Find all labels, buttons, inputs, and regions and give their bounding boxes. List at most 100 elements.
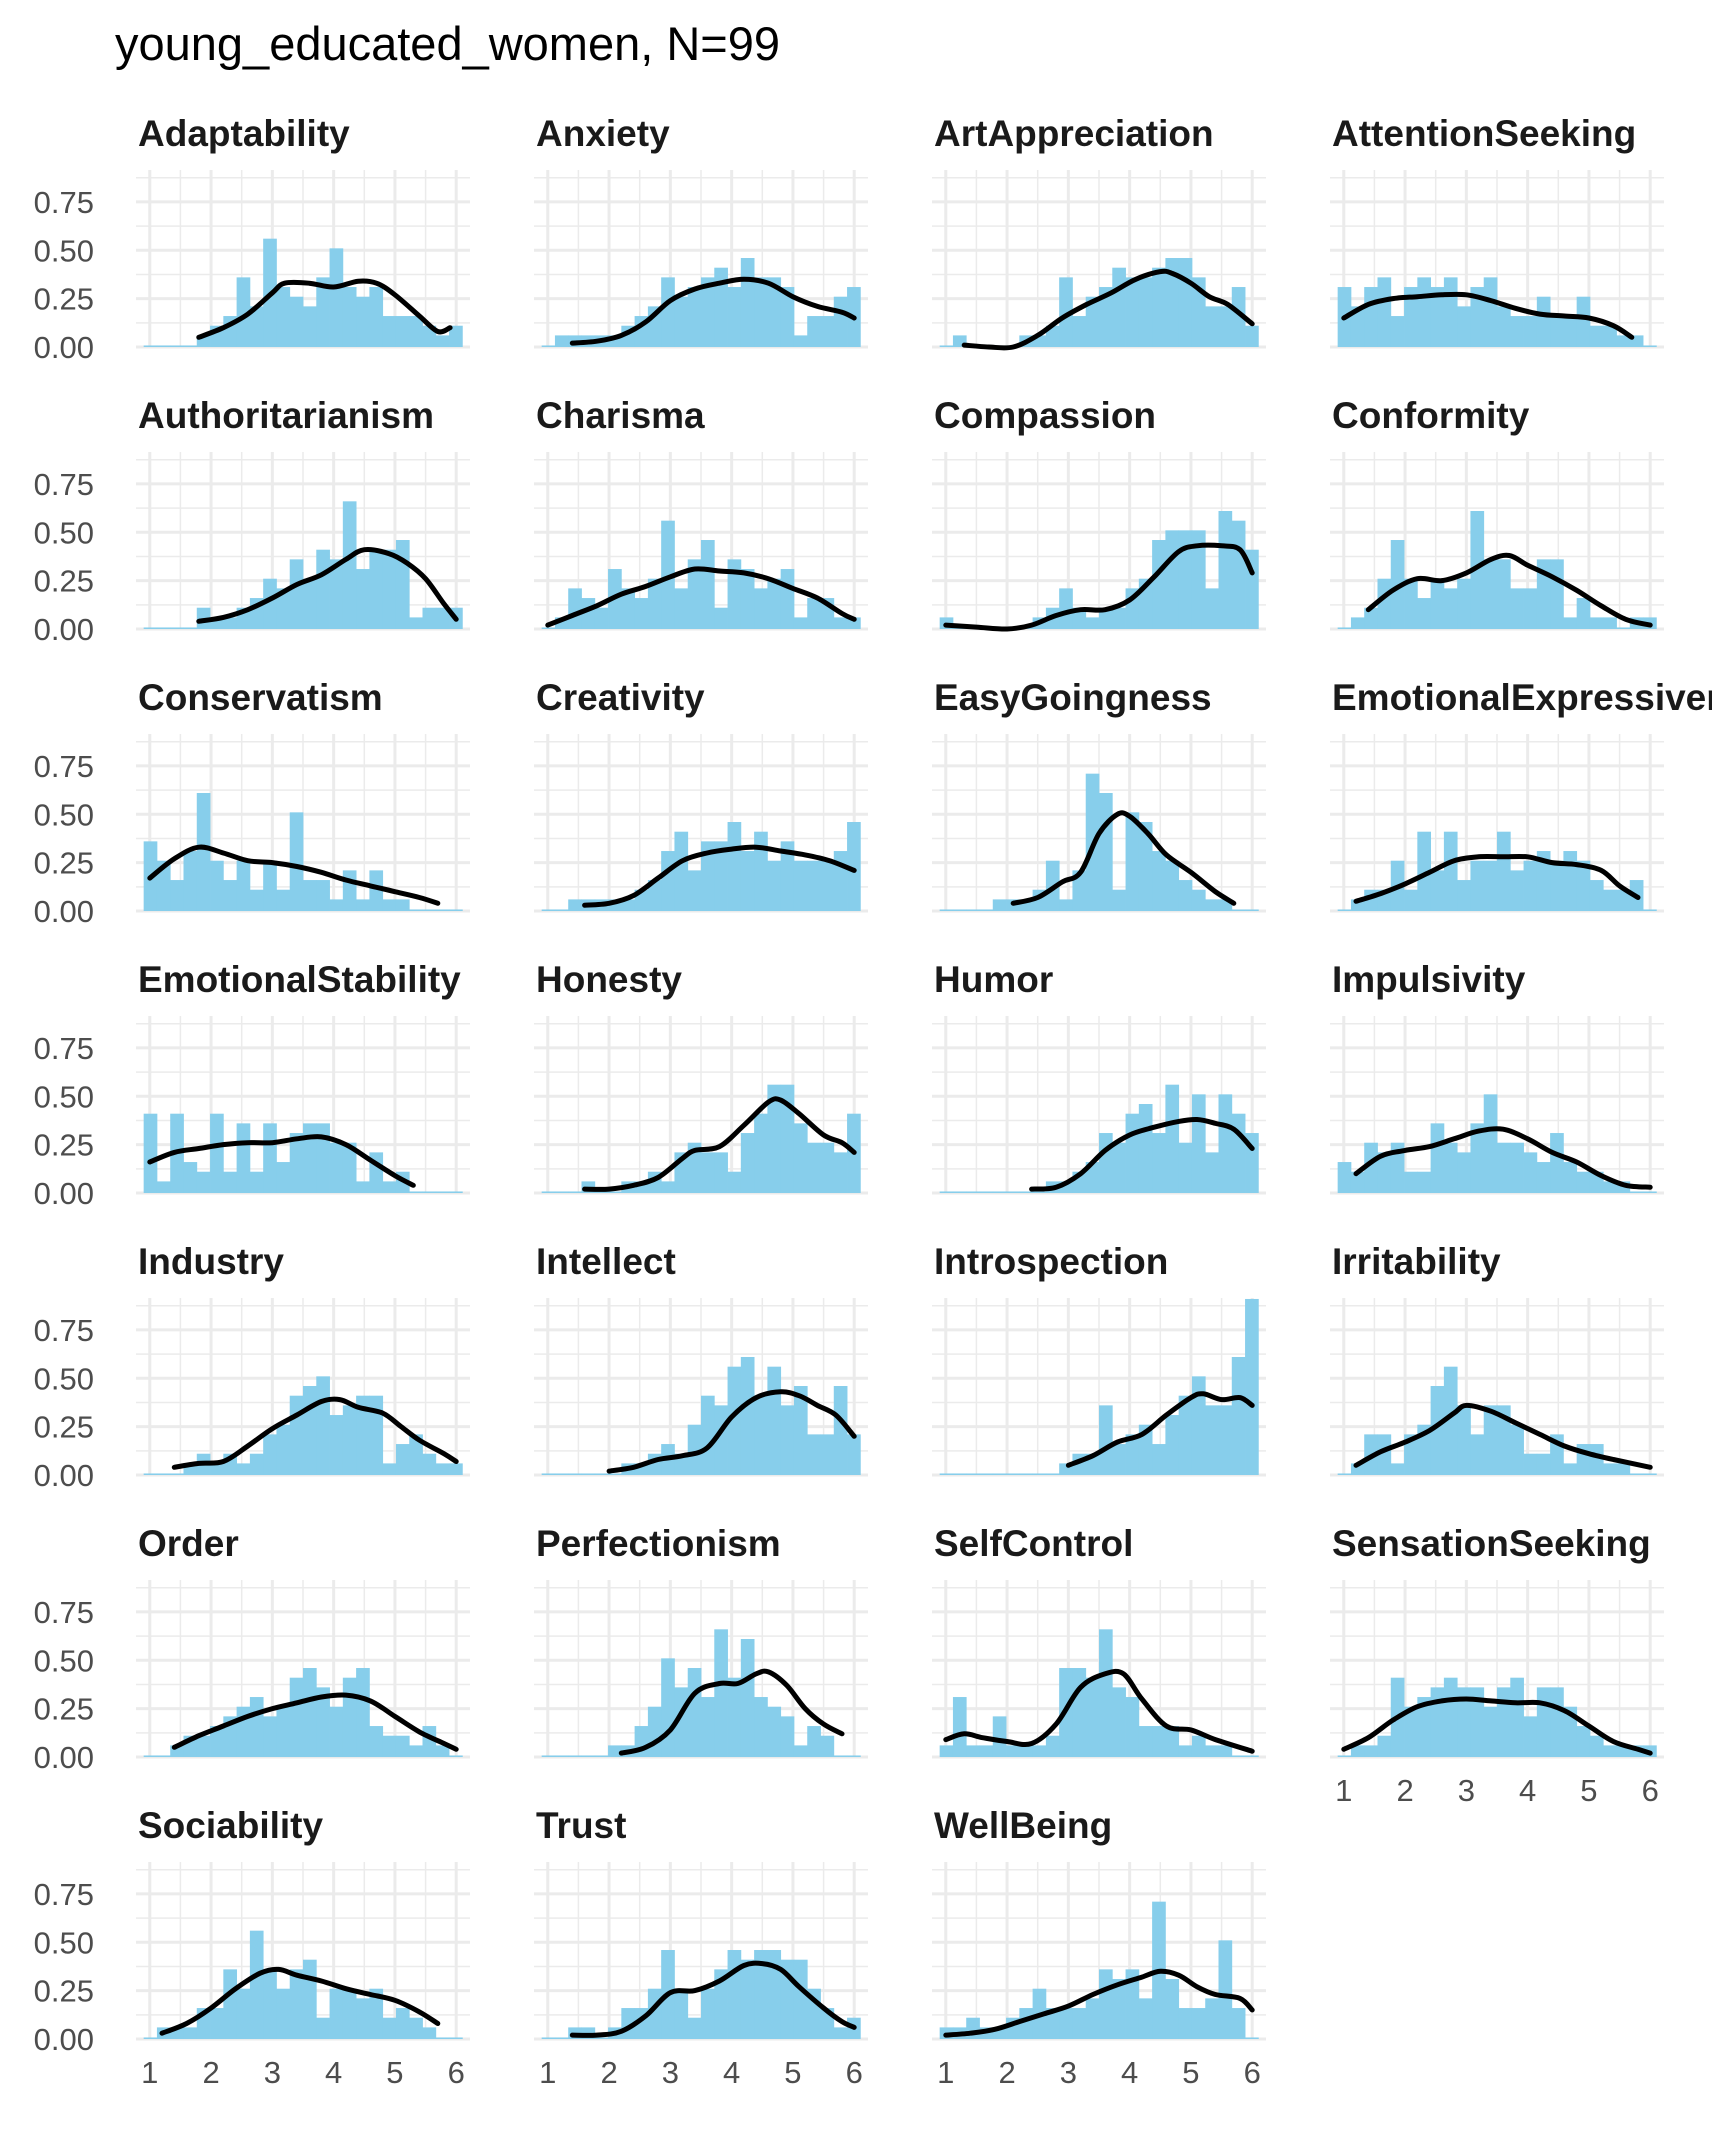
histogram-bar bbox=[1165, 1726, 1180, 1757]
histogram-bar bbox=[1417, 1697, 1432, 1757]
histogram-bar bbox=[263, 1969, 277, 2039]
histogram-bar bbox=[541, 1755, 556, 1757]
histogram-bar bbox=[952, 335, 967, 347]
histogram-bar bbox=[1337, 1162, 1352, 1193]
histogram-bar bbox=[303, 1959, 317, 2039]
panel-honesty: Honesty bbox=[534, 959, 868, 1195]
histogram-bar bbox=[316, 1687, 330, 1757]
histogram-bar bbox=[1404, 287, 1418, 347]
histogram-bar bbox=[966, 1473, 980, 1475]
histogram-bar bbox=[1457, 1405, 1471, 1475]
histogram-bar bbox=[263, 1123, 277, 1193]
histogram-bar bbox=[170, 1473, 184, 1475]
histogram-bar bbox=[992, 899, 1007, 911]
histogram-bar bbox=[1138, 277, 1153, 347]
histogram-bar bbox=[289, 812, 304, 911]
density-curve bbox=[171, 1692, 459, 1752]
histogram-bar bbox=[1125, 1434, 1140, 1475]
histogram-bars bbox=[939, 511, 1259, 629]
histogram-bar bbox=[289, 559, 304, 629]
histogram-bar bbox=[939, 1473, 954, 1475]
histogram-bar bbox=[1205, 1998, 1219, 2039]
histogram-bar bbox=[1019, 899, 1034, 911]
panel-title: EmotionalStability bbox=[138, 959, 461, 1000]
density-curve bbox=[943, 1968, 1255, 2038]
x-tick-label: 5 bbox=[784, 2055, 801, 2090]
histogram-bar bbox=[568, 588, 582, 629]
histogram-bar bbox=[196, 1735, 211, 1757]
histogram-bar bbox=[1178, 258, 1193, 347]
histogram-bar bbox=[183, 627, 198, 629]
histogram-bar bbox=[342, 1988, 357, 2039]
histogram-bar bbox=[236, 860, 251, 911]
histogram-bar bbox=[1523, 1453, 1538, 1475]
histogram-bar bbox=[1245, 1298, 1259, 1475]
histogram-bar bbox=[820, 860, 835, 911]
histogram-bar bbox=[740, 1959, 755, 2039]
histogram-bar bbox=[1191, 1735, 1206, 1757]
histogram-bar bbox=[356, 1181, 370, 1193]
histogram-bar bbox=[1099, 1133, 1113, 1193]
histogram-bar bbox=[621, 588, 636, 629]
histogram-bar bbox=[1059, 588, 1073, 629]
histogram-bar bbox=[594, 607, 609, 629]
histogram-bar bbox=[1629, 1191, 1644, 1193]
y-tick-label: 0.50 bbox=[34, 1079, 94, 1114]
histogram-bar bbox=[342, 1142, 357, 1193]
panel-title: Honesty bbox=[536, 959, 682, 1000]
histogram-bar bbox=[1231, 2008, 1246, 2039]
histogram-bar bbox=[847, 1434, 861, 1475]
histogram-bar bbox=[143, 2037, 158, 2039]
histogram-bar bbox=[1165, 530, 1180, 629]
density-curve bbox=[943, 542, 1255, 632]
panel-authoritarianism: Authoritarianism 0.00 0.25 0.50 0.75 bbox=[34, 395, 470, 647]
histogram-bar bbox=[1099, 607, 1113, 629]
histogram-bar bbox=[316, 1376, 330, 1475]
histogram-bar bbox=[1218, 1940, 1233, 2039]
histogram-bar bbox=[647, 880, 662, 911]
histogram-bar bbox=[395, 1444, 410, 1475]
histogram-bar bbox=[1165, 1415, 1180, 1475]
panel-emotionalstability: EmotionalStability 0.00 0.25 0.50 0.75 bbox=[34, 959, 470, 1211]
histogram-bar bbox=[979, 909, 994, 911]
histogram-bar bbox=[1417, 598, 1432, 629]
histogram-bars bbox=[939, 1629, 1259, 1757]
histogram-bar bbox=[767, 578, 782, 629]
y-tick-label: 0.75 bbox=[34, 467, 94, 502]
y-tick-label: 0.00 bbox=[34, 612, 94, 647]
histogram-bar bbox=[329, 559, 344, 629]
histogram-bar bbox=[1377, 1152, 1392, 1193]
histogram-bar bbox=[1523, 316, 1538, 347]
histogram-bar bbox=[687, 1424, 702, 1475]
histogram-bar bbox=[1032, 335, 1047, 347]
histogram-bar bbox=[621, 899, 636, 911]
histogram-bar bbox=[1205, 1405, 1219, 1475]
histogram-bar bbox=[1404, 1171, 1418, 1193]
y-tick-label: 0.00 bbox=[34, 894, 94, 929]
histogram-bar bbox=[1616, 335, 1631, 347]
histogram-bars bbox=[143, 501, 463, 629]
panel-introspection: Introspection bbox=[932, 1241, 1266, 1477]
histogram-bar bbox=[740, 569, 755, 629]
histogram-bar bbox=[449, 2037, 463, 2039]
histogram-bar bbox=[342, 501, 357, 629]
histogram-bar bbox=[714, 1629, 728, 1757]
histogram-bar bbox=[793, 1959, 808, 2039]
histogram-bar bbox=[661, 277, 675, 347]
y-tick-label: 0.50 bbox=[34, 1925, 94, 1960]
histogram-bar bbox=[303, 578, 317, 629]
panel-title: ArtAppreciation bbox=[934, 113, 1214, 154]
histogram-bar bbox=[1603, 1463, 1617, 1475]
histogram-bar bbox=[316, 2017, 330, 2039]
histogram-bar bbox=[701, 1988, 715, 2039]
histogram-bar bbox=[1019, 1473, 1034, 1475]
histogram-bar bbox=[727, 559, 742, 629]
panel-title: Creativity bbox=[536, 677, 705, 718]
histogram-bar bbox=[1231, 1357, 1246, 1475]
histogram-bar bbox=[701, 1697, 715, 1757]
histogram-bar bbox=[210, 2008, 224, 2039]
histogram-bar bbox=[754, 1950, 768, 2039]
histogram-bar bbox=[979, 1745, 994, 1757]
y-tick-label: 0.50 bbox=[34, 1361, 94, 1396]
histogram-bar bbox=[634, 1181, 649, 1193]
